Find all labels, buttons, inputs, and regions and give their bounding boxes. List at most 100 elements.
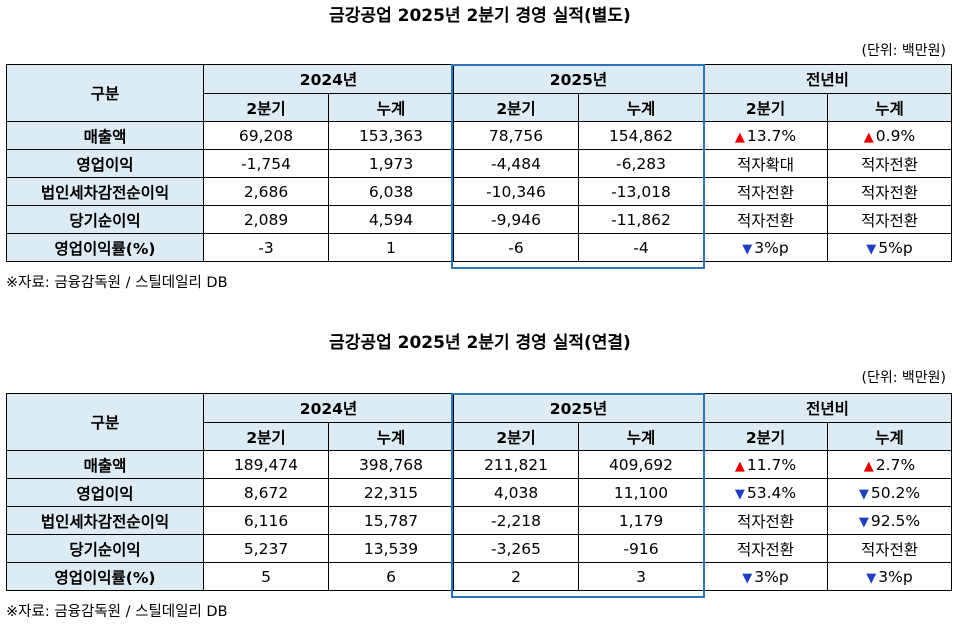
triangle-down-icon: ▼ — [734, 486, 745, 502]
header-2024: 2024년 — [203, 64, 454, 94]
row-label: 법인세차감전순이익 — [6, 506, 204, 535]
header-yoy-cum: 누계 — [827, 422, 952, 451]
cell-2024-q2: 8,672 — [203, 478, 329, 507]
row-label: 영업이익 — [6, 149, 204, 178]
cell-2024-q2: 2,686 — [203, 177, 329, 206]
cell-yoy-cum: ▼ 3%p — [827, 562, 952, 591]
triangle-up-icon: ▲ — [734, 458, 745, 474]
header-yoy: 전년비 — [703, 393, 952, 423]
change-value: 3%p — [754, 238, 789, 257]
triangle-down-icon: ▼ — [742, 241, 753, 257]
header-2024-q2: 2분기 — [203, 422, 329, 451]
cell-2024-q2: -3 — [203, 233, 329, 262]
header-2024-q2: 2분기 — [203, 93, 329, 122]
cell-2024-cum: 1,973 — [328, 149, 454, 178]
table1-title: 금강공업 2025년 2분기 경영 실적(별도) — [329, 6, 631, 26]
cell-2025-cum: -4 — [578, 233, 704, 262]
cell-2025-cum: 3 — [578, 562, 704, 591]
cell-yoy-q2: ▲ 11.7% — [703, 450, 828, 479]
cell-2024-cum: 153,363 — [328, 121, 454, 150]
change-value: 적자전환 — [860, 155, 919, 174]
row-label: 매출액 — [6, 121, 204, 150]
table-row: 영업이익 -1,754 1,973 -4,484 -6,283 적자확대 적자전환 — [6, 149, 952, 178]
change-value: 5%p — [878, 238, 913, 257]
cell-2024-q2: 6,116 — [203, 506, 329, 535]
cell-yoy-q2: 적자전환 — [703, 205, 828, 234]
change-value: 적자전환 — [860, 211, 919, 230]
row-label: 영업이익 — [6, 478, 204, 507]
header-2024-cum: 누계 — [328, 93, 454, 122]
table-row: 매출액 189,474 398,768 211,821 409,692 ▲ 11.7% ▲ 2.… — [6, 450, 952, 479]
cell-2025-cum: -6,283 — [578, 149, 704, 178]
table2-body: 매출액 189,474 398,768 211,821 409,692 ▲ 11.7% ▲ 2.… — [6, 450, 952, 591]
cell-2024-q2: 69,208 — [203, 121, 329, 150]
cell-yoy-cum: ▼ 5%p — [827, 233, 952, 262]
cell-2025-cum: -13,018 — [578, 177, 704, 206]
cell-yoy-q2: 적자확대 — [703, 149, 828, 178]
cell-yoy-q2: ▼ 53.4% — [703, 478, 828, 507]
row-label: 당기순이익 — [6, 205, 204, 234]
change-value: 92.5% — [870, 511, 921, 530]
table-row: 영업이익 8,672 22,315 4,038 11,100 ▼ 53.4% ▼ 50.2% — [6, 478, 952, 507]
change-value: 3%p — [878, 567, 913, 586]
cell-2024-cum: 13,539 — [328, 534, 454, 563]
row-label: 매출액 — [6, 450, 204, 479]
header-2025-cum: 누계 — [578, 422, 704, 451]
cell-2025-cum: 154,862 — [578, 121, 704, 150]
cell-2024-cum: 6,038 — [328, 177, 454, 206]
triangle-up-icon: ▲ — [863, 129, 874, 145]
cell-yoy-q2: ▲ 13.7% — [703, 121, 828, 150]
table-row: 법인세차감전순이익 2,686 6,038 -10,346 -13,018 적자전환 적자전… — [6, 177, 952, 206]
row-label: 영업이익률(%) — [6, 233, 204, 262]
change-value: 0.9% — [875, 126, 916, 145]
cell-2024-cum: 1 — [328, 233, 454, 262]
cell-2024-q2: 5 — [203, 562, 329, 591]
cell-yoy-q2: 적자전환 — [703, 506, 828, 535]
header-category: 구분 — [6, 64, 204, 122]
header-yoy-q2: 2분기 — [703, 422, 828, 451]
change-value: 적자전환 — [736, 512, 795, 531]
change-value: 11.7% — [746, 455, 797, 474]
table-row: 매출액 69,208 153,363 78,756 154,862 ▲ 13.7% ▲ 0.9% — [6, 121, 952, 150]
cell-yoy-cum: 적자전환 — [827, 149, 952, 178]
table2-unit-label: (단위: 백만원) — [861, 370, 947, 386]
header-2025: 2025년 — [453, 64, 704, 94]
change-value: 적자전환 — [860, 540, 919, 559]
cell-2024-cum: 22,315 — [328, 478, 454, 507]
cell-yoy-q2: 적자전환 — [703, 177, 828, 206]
triangle-down-icon: ▼ — [866, 570, 877, 586]
cell-2025-q2: -2,218 — [453, 506, 579, 535]
cell-2025-cum: 409,692 — [578, 450, 704, 479]
header-yoy-cum: 누계 — [827, 93, 952, 122]
row-label: 법인세차감전순이익 — [6, 177, 204, 206]
header-2024-cum: 누계 — [328, 422, 454, 451]
cell-yoy-cum: 적자전환 — [827, 534, 952, 563]
cell-yoy-cum: ▲ 0.9% — [827, 121, 952, 150]
table2-source-note: ※자료: 금융감독원 / 스틸데일리 DB — [6, 604, 228, 620]
table-row: 영업이익률(%) 5 6 2 3 ▼ 3%p ▼ 3%p — [6, 562, 952, 591]
cell-yoy-q2: ▼ 3%p — [703, 233, 828, 262]
triangle-down-icon: ▼ — [858, 514, 869, 530]
header-2025-q2: 2분기 — [453, 93, 579, 122]
header-2025: 2025년 — [453, 393, 704, 423]
cell-2024-q2: -1,754 — [203, 149, 329, 178]
change-value: 2.7% — [875, 455, 916, 474]
change-value: 3%p — [754, 567, 789, 586]
cell-2025-cum: 1,179 — [578, 506, 704, 535]
change-value: 53.4% — [746, 483, 797, 502]
row-label: 영업이익률(%) — [6, 562, 204, 591]
row-label: 당기순이익 — [6, 534, 204, 563]
cell-yoy-q2: 적자전환 — [703, 534, 828, 563]
cell-2025-cum: 11,100 — [578, 478, 704, 507]
triangle-down-icon: ▼ — [866, 241, 877, 257]
cell-2025-q2: 4,038 — [453, 478, 579, 507]
header-category: 구분 — [6, 393, 204, 451]
cell-2025-q2: -9,946 — [453, 205, 579, 234]
table-row: 법인세차감전순이익 6,116 15,787 -2,218 1,179 적자전환 ▼ 92.5… — [6, 506, 952, 535]
table2-title: 금강공업 2025년 2분기 경영 실적(연결) — [329, 333, 631, 353]
cell-yoy-cum: ▼ 92.5% — [827, 506, 952, 535]
cell-2025-q2: 2 — [453, 562, 579, 591]
header-yoy-q2: 2분기 — [703, 93, 828, 122]
cell-2025-q2: -4,484 — [453, 149, 579, 178]
table-row: 당기순이익 2,089 4,594 -9,946 -11,862 적자전환 적자전환 — [6, 205, 952, 234]
